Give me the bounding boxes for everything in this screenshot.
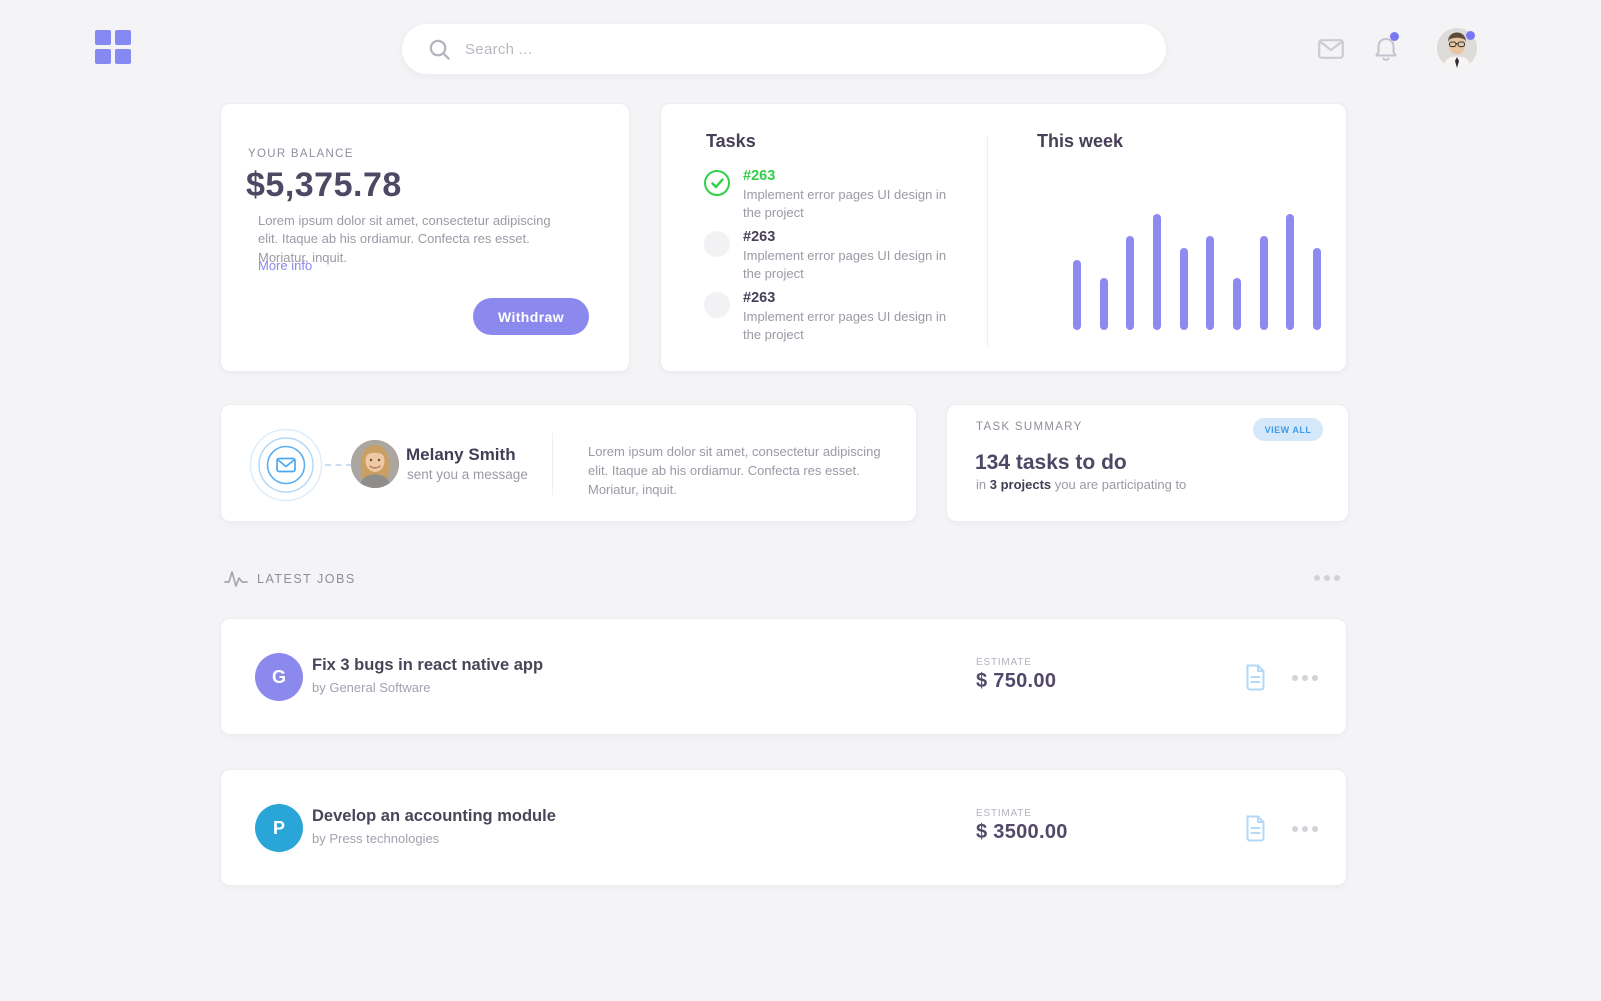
job-card[interactable]: G Fix 3 bugs in react native app by Gene… bbox=[220, 618, 1347, 735]
chart-bar bbox=[1126, 236, 1135, 330]
more-info-link[interactable]: More info bbox=[258, 258, 313, 273]
job-company: by Press technologies bbox=[312, 831, 440, 846]
tasks-title: Tasks bbox=[706, 131, 756, 151]
document-icon[interactable] bbox=[1244, 815, 1267, 842]
chart-bar bbox=[1206, 236, 1215, 330]
grid-square bbox=[115, 30, 131, 45]
profile-status-dot bbox=[1466, 31, 1475, 40]
sender-name: Melany Smith bbox=[406, 445, 516, 464]
chart-bar bbox=[1232, 278, 1241, 330]
balance-label: YOUR BALANCE bbox=[248, 148, 354, 160]
company-avatar: P bbox=[255, 804, 303, 852]
pulse-icon bbox=[224, 571, 248, 587]
task-item: #263 Implement error pages UI design in … bbox=[704, 229, 974, 283]
task-description: Implement error pages UI design in the p… bbox=[743, 187, 947, 221]
job-card[interactable]: P Develop an accounting module by Press … bbox=[220, 769, 1347, 886]
tasks-card: Tasks #263 Implement error pages UI desi… bbox=[660, 103, 1347, 372]
estimate-amount: $ 3500.00 bbox=[976, 821, 1068, 843]
chart-bar bbox=[1152, 214, 1161, 330]
search-icon bbox=[429, 39, 450, 60]
message-card: Melany Smith sent you a message Lorem ip… bbox=[220, 404, 917, 522]
task-item: #263 Implement error pages UI design in … bbox=[704, 290, 974, 344]
latest-jobs-title: LATEST JOBS bbox=[257, 572, 356, 586]
company-avatar: G bbox=[255, 653, 303, 701]
task-description: Implement error pages UI design in the p… bbox=[743, 309, 947, 343]
vertical-divider bbox=[987, 136, 988, 346]
latest-jobs-header: LATEST JOBS bbox=[224, 566, 1347, 594]
week-chart-title: This week bbox=[1037, 131, 1124, 151]
task-id: #263 bbox=[743, 229, 776, 245]
bell-notification-dot bbox=[1390, 32, 1399, 41]
sender-avatar[interactable] bbox=[351, 440, 399, 488]
job-more-ellipsis-icon[interactable] bbox=[1292, 675, 1318, 681]
envelope-rings-icon bbox=[249, 428, 323, 502]
job-title: Develop an accounting module bbox=[312, 807, 556, 825]
summary-sub-suffix: you are participating to bbox=[1051, 477, 1187, 492]
task-id: #263 bbox=[743, 290, 776, 306]
dashed-connector bbox=[325, 464, 352, 466]
balance-card: YOUR BALANCE $5,375.78 Lorem ipsum dolor… bbox=[220, 103, 630, 372]
jobs-more-ellipsis-icon[interactable] bbox=[1314, 575, 1340, 581]
check-icon bbox=[710, 177, 724, 188]
summary-label: TASK SUMMARY bbox=[976, 421, 1083, 433]
search-input[interactable] bbox=[465, 40, 1148, 58]
message-preview-text: Lorem ipsum dolor sit amet, consectetur … bbox=[588, 444, 881, 497]
task-id: #263 bbox=[743, 168, 776, 184]
chart-bar bbox=[1179, 248, 1188, 330]
summary-subtext: in 3 projects you are participating to bbox=[976, 477, 1186, 492]
estimate-label: ESTIMATE bbox=[976, 657, 1032, 668]
chart-bar bbox=[1312, 248, 1321, 330]
bell-icon[interactable] bbox=[1374, 36, 1398, 63]
withdraw-button[interactable]: Withdraw bbox=[473, 298, 589, 335]
task-description: Implement error pages UI design in the p… bbox=[743, 248, 947, 282]
chart-bar bbox=[1259, 236, 1268, 330]
job-more-ellipsis-icon[interactable] bbox=[1292, 826, 1318, 832]
job-company: by General Software bbox=[312, 680, 431, 695]
summary-sub-projects: 3 projects bbox=[989, 477, 1052, 492]
balance-description: Lorem ipsum dolor sit amet, consectetur … bbox=[258, 213, 551, 265]
vertical-divider bbox=[552, 433, 553, 495]
search-bar[interactable] bbox=[402, 24, 1166, 74]
grid-square bbox=[115, 49, 131, 64]
task-summary-card: TASK SUMMARY VIEW ALL 134 tasks to do in… bbox=[946, 404, 1349, 522]
chart-bar bbox=[1073, 260, 1081, 330]
summary-sub-prefix: in bbox=[976, 477, 990, 492]
app-logo-grid-icon[interactable] bbox=[95, 30, 131, 65]
task-pending-checkbox[interactable] bbox=[704, 231, 730, 257]
mail-icon[interactable] bbox=[1318, 39, 1344, 59]
estimate-label: ESTIMATE bbox=[976, 808, 1032, 819]
summary-headline: 134 tasks to do bbox=[975, 451, 1127, 474]
task-pending-checkbox[interactable] bbox=[704, 292, 730, 318]
job-title: Fix 3 bugs in react native app bbox=[312, 656, 544, 674]
view-all-button[interactable]: VIEW ALL bbox=[1253, 418, 1323, 441]
week-bar-chart bbox=[1073, 212, 1321, 330]
balance-amount: $5,375.78 bbox=[246, 166, 402, 204]
grid-square bbox=[95, 30, 111, 45]
grid-square bbox=[95, 49, 111, 64]
message-subtitle: sent you a message bbox=[407, 467, 528, 482]
chart-bar bbox=[1099, 278, 1108, 330]
task-item: #263 Implement error pages UI design in … bbox=[704, 168, 974, 222]
document-icon[interactable] bbox=[1244, 664, 1267, 691]
task-done-checkbox[interactable] bbox=[704, 170, 730, 196]
chart-bar bbox=[1286, 214, 1295, 330]
sender-avatar-image bbox=[351, 440, 399, 488]
estimate-amount: $ 750.00 bbox=[976, 670, 1057, 692]
